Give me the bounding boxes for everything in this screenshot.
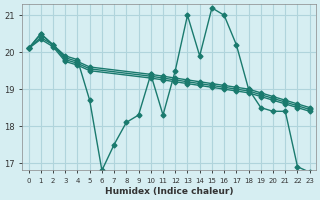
X-axis label: Humidex (Indice chaleur): Humidex (Indice chaleur)	[105, 187, 233, 196]
